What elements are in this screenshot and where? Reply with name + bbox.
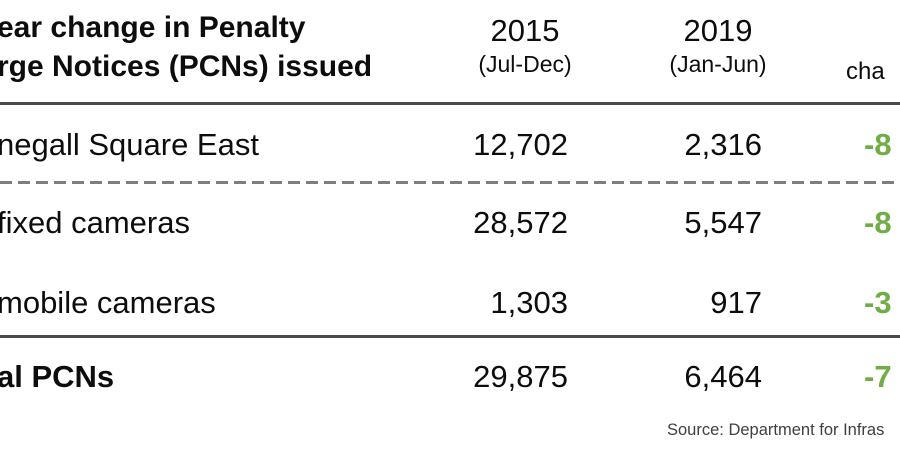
- total-rule: [0, 335, 900, 338]
- row-label: mobile cameras: [0, 285, 216, 320]
- cell-2019-value: 2,316: [684, 127, 762, 162]
- table-title-line-1: ear change in Penalty: [0, 11, 306, 44]
- table-row-total-pcns: al PCNs 29,875 6,464 -7: [0, 355, 900, 399]
- cell-2019-value: 6,464: [684, 359, 762, 394]
- header-rule: [0, 102, 900, 105]
- source-attribution: Source: Department for Infras: [667, 421, 885, 439]
- table-title: ear change in Penalty rge Notices (PCNs)…: [0, 8, 372, 86]
- table-row-donegall-square-east: negall Square East 12,702 2,316 -8: [0, 123, 900, 167]
- cell-2015-value: 1,303: [490, 285, 568, 320]
- cell-change-value: -7: [864, 359, 892, 394]
- column-header-2019-period: (Jan-Jun): [669, 51, 767, 77]
- cell-2015-value: 29,875: [473, 359, 568, 394]
- table-row-fixed-cameras: fixed cameras 28,572 5,547 -8: [0, 201, 900, 245]
- column-header-2019-year: 2019: [683, 13, 753, 48]
- cell-change-value: -8: [864, 205, 892, 240]
- column-header-2015-year: 2015: [490, 13, 560, 48]
- cell-2019-value: 5,547: [684, 205, 762, 240]
- column-header-change: cha: [846, 58, 885, 85]
- row-label: fixed cameras: [0, 205, 190, 240]
- column-header-2015: 2015 (Jul-Dec): [445, 12, 605, 78]
- row-label: negall Square East: [0, 127, 259, 162]
- table-title-line-2: rge Notices (PCNs) issued: [0, 50, 373, 83]
- cell-2015-value: 28,572: [473, 205, 568, 240]
- cell-2019-value: 917: [710, 285, 762, 320]
- cell-change-value: -3: [864, 285, 892, 320]
- column-header-2015-period: (Jul-Dec): [478, 51, 572, 77]
- dashed-separator-rule: [0, 181, 900, 184]
- column-header-2019: 2019 (Jan-Jun): [638, 12, 798, 78]
- table-row-mobile-cameras: mobile cameras 1,303 917 -3: [0, 281, 900, 325]
- cell-2015-value: 12,702: [473, 127, 568, 162]
- row-label: al PCNs: [0, 359, 115, 394]
- cell-change-value: -8: [864, 127, 892, 162]
